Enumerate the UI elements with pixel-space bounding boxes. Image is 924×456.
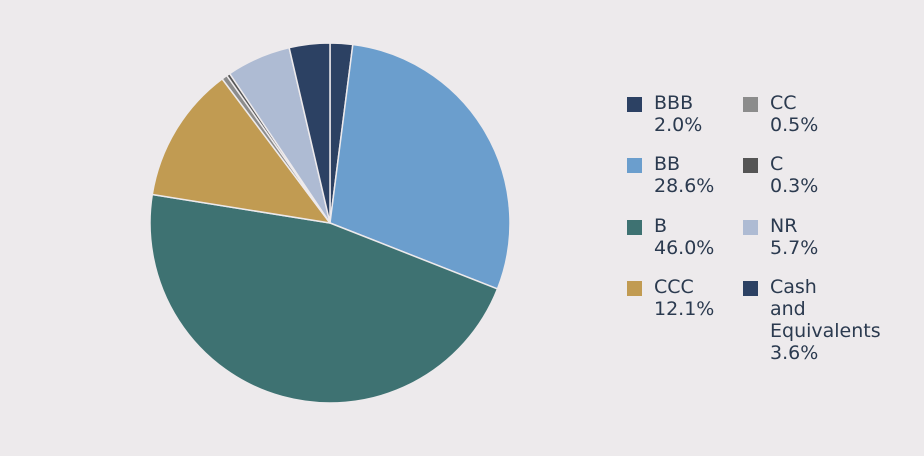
legend-value-nr: 5.7% (770, 237, 819, 259)
legend-swatch-nr (743, 220, 758, 235)
legend-label-nr: NR (770, 215, 798, 237)
legend-label-cc: CC (770, 92, 797, 114)
legend-value-c: 0.3% (770, 175, 819, 197)
legend-label-cash: Cash and Equivalents (770, 276, 881, 342)
legend-swatch-cash (743, 281, 758, 296)
legend-value-bb: 28.6% (654, 175, 715, 197)
legend-label-ccc: CCC (654, 276, 694, 298)
pie-slice-b (149, 193, 499, 404)
legend-value-bbb: 2.0% (654, 114, 703, 136)
pie-slice-ccc (151, 77, 332, 225)
legend-swatch-ccc (627, 281, 642, 296)
legend-swatch-cc (743, 97, 758, 112)
legend: BBB 2.0% BB 28.6% B 46.0% CCC 12.1% (627, 92, 917, 395)
legend-swatch-bb (627, 158, 642, 173)
legend-label-c: C (770, 153, 784, 175)
legend-value-cc: 0.5% (770, 114, 819, 136)
legend-swatch-bbb (627, 97, 642, 112)
legend-value-b: 46.0% (654, 237, 715, 259)
pie-slice-cash-and-equivalents (288, 42, 331, 224)
legend-value-cash: 3.6% (770, 342, 819, 364)
legend-label-bb: BB (654, 153, 681, 175)
legend-swatch-c (743, 158, 758, 173)
legend-value-ccc: 12.1% (654, 298, 715, 320)
legend-label-b: B (654, 215, 668, 237)
legend-label-bbb: BBB (654, 92, 694, 114)
legend-swatch-b (627, 220, 642, 235)
pie-slice-bb (329, 43, 511, 290)
